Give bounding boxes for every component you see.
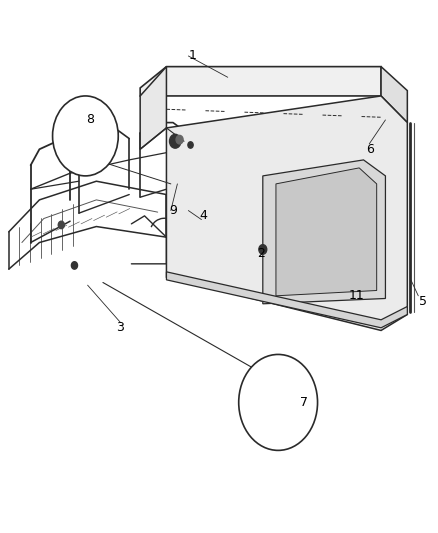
Text: 1: 1 bbox=[189, 50, 197, 62]
Text: 3: 3 bbox=[117, 321, 124, 334]
Circle shape bbox=[188, 142, 193, 148]
Polygon shape bbox=[166, 272, 407, 328]
Circle shape bbox=[58, 221, 64, 229]
Circle shape bbox=[71, 262, 78, 269]
Polygon shape bbox=[140, 67, 381, 96]
Polygon shape bbox=[381, 67, 407, 123]
Text: 6: 6 bbox=[366, 143, 374, 156]
Circle shape bbox=[170, 134, 181, 148]
Polygon shape bbox=[140, 67, 166, 149]
Polygon shape bbox=[166, 96, 407, 330]
Text: 2: 2 bbox=[257, 247, 265, 260]
Text: 8: 8 bbox=[86, 114, 94, 126]
Text: 7: 7 bbox=[300, 396, 308, 409]
Text: 9: 9 bbox=[169, 204, 177, 217]
Circle shape bbox=[259, 245, 267, 254]
Polygon shape bbox=[263, 160, 385, 304]
Text: 5: 5 bbox=[419, 295, 427, 308]
Circle shape bbox=[176, 135, 183, 144]
Text: 4: 4 bbox=[200, 209, 208, 222]
Polygon shape bbox=[276, 168, 377, 296]
Text: 11: 11 bbox=[349, 289, 365, 302]
Circle shape bbox=[239, 354, 318, 450]
Circle shape bbox=[53, 96, 118, 176]
